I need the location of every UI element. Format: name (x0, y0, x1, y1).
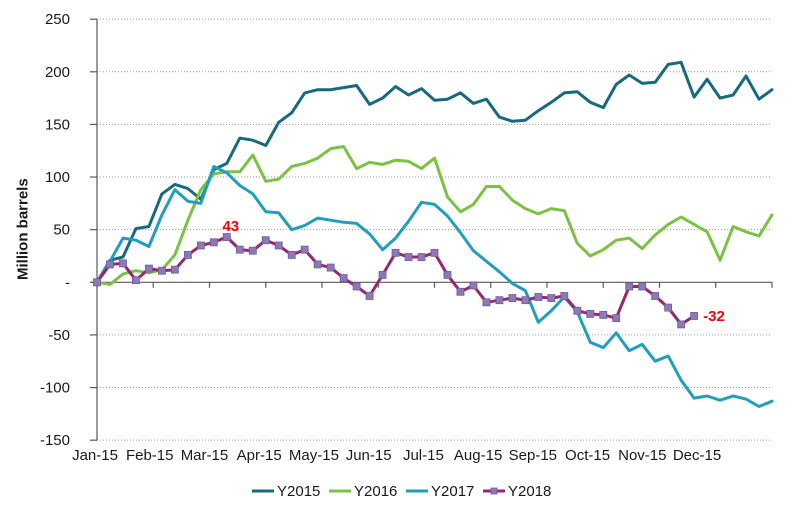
legend-label-y2016: Y2016 (354, 483, 397, 500)
series-marker-y2018 (300, 245, 309, 254)
series-marker-y2018 (599, 311, 608, 319)
x-tick-label: Oct-15 (565, 447, 610, 464)
y-tick-label: 100 (45, 169, 70, 186)
y-tick-label: 250 (45, 11, 70, 28)
series-marker-y2018 (183, 251, 192, 259)
x-tick-label: Feb-15 (126, 447, 174, 464)
x-tick-label: Jun-15 (346, 447, 392, 464)
series-marker-y2018 (93, 278, 101, 287)
series-marker-y2018 (196, 241, 205, 250)
series-marker-y2018 (158, 266, 166, 275)
series-marker-y2018 (248, 246, 257, 255)
series-marker-y2018 (119, 259, 127, 268)
series-marker-y2018 (443, 271, 452, 279)
series-marker-y2018 (573, 306, 582, 315)
series-marker-y2018 (430, 248, 439, 257)
series-marker-y2018 (287, 251, 296, 259)
series-marker-y2018 (106, 260, 114, 269)
legend-label-y2018: Y2018 (508, 483, 551, 500)
legend-label-y2015: Y2015 (277, 483, 320, 500)
series-marker-y2018 (365, 292, 374, 300)
y-axis-title: Million barrels (14, 178, 32, 281)
series-marker-y2018 (482, 298, 491, 307)
y-tick-label: 150 (45, 116, 70, 133)
series-marker-y2018 (560, 292, 569, 300)
series-marker-y2018 (235, 245, 244, 254)
x-tick-label: Apr-15 (237, 447, 282, 464)
series-marker-y2018 (547, 294, 556, 302)
series-marker-y2018 (274, 241, 283, 250)
series-marker-y2018 (404, 253, 413, 261)
series-marker-y2018 (209, 238, 218, 247)
series-marker-y2018 (690, 312, 699, 320)
series-marker-y2018 (326, 263, 335, 272)
series-marker-y2018 (378, 271, 387, 279)
series-marker-y2018 (508, 294, 517, 302)
series-marker-y2018 (170, 265, 179, 274)
x-tick-label: May-15 (289, 447, 339, 464)
y-tick-label: 200 (45, 64, 70, 81)
series-marker-y2018 (352, 282, 361, 291)
series-marker-y2018 (469, 281, 478, 290)
series-marker-y2018 (534, 293, 543, 301)
series-marker-y2018 (222, 233, 231, 241)
series-marker-y2018 (313, 260, 322, 269)
series-marker-y2018 (664, 303, 673, 312)
series-marker-y2018 (638, 282, 647, 291)
y-tick-label: 50 (53, 222, 70, 239)
series-line-y2017 (95, 165, 774, 408)
series-marker-y2018 (417, 253, 426, 261)
series-marker-y2018 (625, 282, 634, 291)
series-line-y2016 (95, 145, 774, 286)
x-tick-label: Mar-15 (181, 447, 229, 464)
x-tick-label: Dec-15 (673, 447, 721, 464)
series-marker-y2018 (651, 292, 660, 300)
series-marker-y2018 (586, 309, 595, 318)
y-tick-label: - (65, 274, 70, 291)
series-marker-y2018 (132, 276, 140, 285)
series-marker-y2018 (339, 274, 348, 282)
legend-label-y2017: Y2017 (431, 483, 474, 500)
data-label--32: -32 (703, 308, 725, 325)
series-marker-y2018 (495, 296, 504, 305)
x-tick-label: Aug-15 (454, 447, 502, 464)
x-tick-label: Sep-15 (509, 447, 557, 464)
y-tick-label: -100 (40, 380, 70, 397)
series-marker-y2018 (145, 264, 153, 273)
series-marker-y2018 (391, 248, 400, 257)
data-label-43: 43 (222, 218, 239, 235)
series-marker-y2018 (612, 314, 621, 322)
x-tick-label: Jul-15 (403, 447, 444, 464)
series-marker-y2018 (677, 320, 686, 329)
y-tick-label: -50 (48, 327, 70, 344)
legend-marker-y2018 (490, 487, 498, 495)
series-marker-y2018 (261, 236, 270, 245)
series-marker-y2018 (456, 287, 465, 296)
y-tick-label: -150 (40, 432, 70, 449)
series-marker-y2018 (521, 296, 530, 305)
x-tick-label: Nov-15 (618, 447, 666, 464)
x-tick-label: Jan-15 (72, 447, 118, 464)
